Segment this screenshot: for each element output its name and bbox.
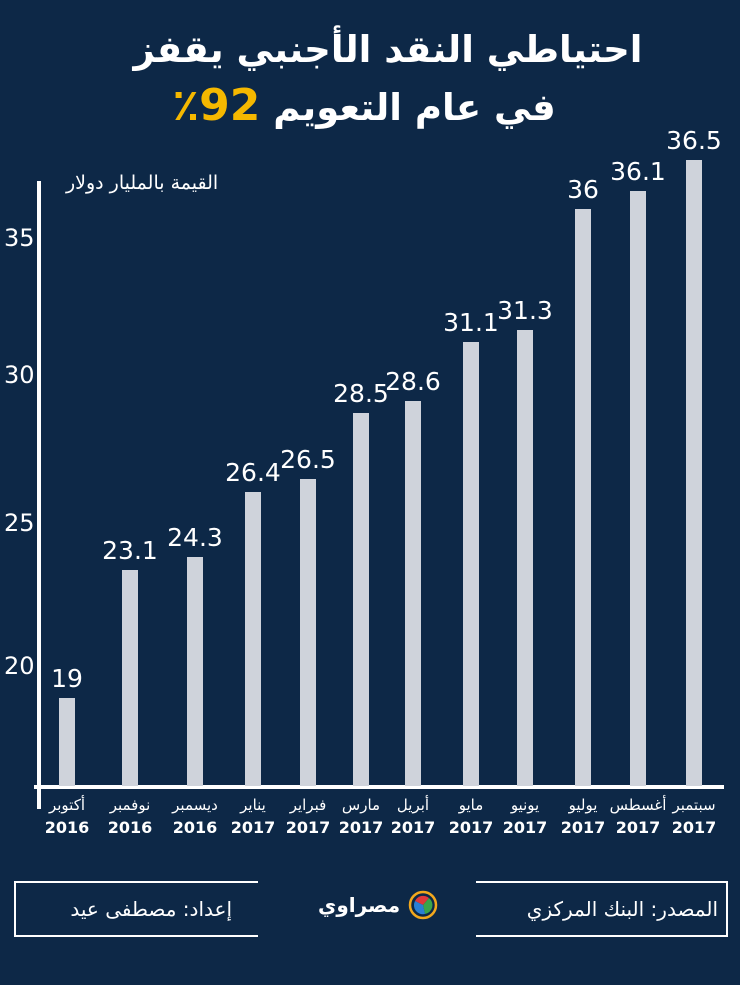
title-line-1: احتياطي النقد الأجنبي يقفز <box>133 28 643 71</box>
y-tick-label: 20 <box>4 652 35 680</box>
x-category-label: أغسطس 2017 <box>603 796 673 837</box>
bar <box>575 209 591 786</box>
year-label: 2017 <box>390 818 436 837</box>
logo-pie-icon <box>408 890 438 920</box>
month-label: أبريل <box>396 796 430 814</box>
x-category-label: سبتمبر 2017 <box>659 796 729 837</box>
bar-value-label: 26.4 <box>225 458 281 487</box>
month-label: مارس <box>341 796 381 814</box>
bar-value-label: 31.3 <box>497 296 553 325</box>
bar <box>405 401 421 786</box>
month-label: أكتوبر <box>48 796 86 814</box>
bar-value-label: 36 <box>567 175 599 204</box>
x-category-label: يونيو 2017 <box>490 796 560 837</box>
bar <box>122 570 138 786</box>
x-category-label: ديسمبر 2016 <box>160 796 230 837</box>
bar-value-label: 31.1 <box>443 308 499 337</box>
year-label: 2017 <box>285 818 331 837</box>
y-axis-line <box>37 181 41 809</box>
source-box: المصدر: البنك المركزي <box>476 881 728 937</box>
bar-value-label: 23.1 <box>102 536 158 565</box>
x-category-label: مارس 2017 <box>326 796 396 837</box>
year-label: 2017 <box>671 818 717 837</box>
bar <box>686 160 702 786</box>
x-category-label: فبراير 2017 <box>273 796 343 837</box>
month-label: ديسمبر <box>172 796 218 814</box>
month-label: مايو <box>458 796 484 814</box>
y-tick-label: 35 <box>4 224 35 252</box>
author-box: إعداد: مصطفى عيد <box>14 881 258 937</box>
y-tick-label: 30 <box>4 361 35 389</box>
month-label: يناير <box>240 796 266 814</box>
year-label: 2017 <box>502 818 548 837</box>
logo-text: مصراوي <box>318 893 401 917</box>
bar-value-label: 19 <box>51 664 83 693</box>
bar <box>517 330 533 786</box>
bar <box>353 413 369 786</box>
bar <box>245 492 261 786</box>
month-label: نوفمبر <box>109 796 151 814</box>
year-label: 2017 <box>448 818 494 837</box>
bar-value-label: 28.5 <box>333 379 389 408</box>
month-label: أغسطس <box>609 796 667 814</box>
year-label: 2017 <box>338 818 384 837</box>
x-category-label: يناير 2017 <box>218 796 288 837</box>
bar <box>630 191 646 786</box>
bar <box>463 342 479 786</box>
month-label: يوليو <box>568 796 598 814</box>
month-label: يونيو <box>510 796 540 814</box>
x-category-label: أكتوبر 2016 <box>32 796 102 837</box>
y-axis-unit-label: القيمة بالمليار دولار <box>66 172 219 194</box>
bar-value-label: 36.5 <box>666 126 722 155</box>
x-category-label: مايو 2017 <box>436 796 506 837</box>
bar <box>187 557 203 786</box>
year-label: 2017 <box>615 818 661 837</box>
y-tick-label: 25 <box>4 509 35 537</box>
bar <box>59 698 75 786</box>
bar-value-label: 36.1 <box>610 157 666 186</box>
month-label: فبراير <box>289 796 327 814</box>
title-line-2: في عام التعويم 92٪ <box>0 80 740 131</box>
bar <box>300 479 316 786</box>
x-category-label: نوفمبر 2016 <box>95 796 165 837</box>
bar-value-label: 26.5 <box>280 445 336 474</box>
source-text: المصدر: البنك المركزي <box>526 897 718 921</box>
bar-value-label: 28.6 <box>385 367 441 396</box>
year-label: 2017 <box>560 818 606 837</box>
author-text: إعداد: مصطفى عيد <box>70 897 232 921</box>
x-category-label: أبريل 2017 <box>378 796 448 837</box>
year-label: 2017 <box>230 818 276 837</box>
title-highlight-percent: 92٪ <box>172 80 261 131</box>
title-line-2-text: في عام التعويم <box>273 86 556 129</box>
x-axis-line <box>34 785 724 789</box>
year-label: 2016 <box>44 818 90 837</box>
masrawy-logo: مصراوي <box>318 890 438 920</box>
year-label: 2016 <box>172 818 218 837</box>
month-label: سبتمبر <box>672 796 716 814</box>
bar-value-label: 24.3 <box>167 523 223 552</box>
year-label: 2016 <box>107 818 153 837</box>
x-category-label: يوليو 2017 <box>548 796 618 837</box>
